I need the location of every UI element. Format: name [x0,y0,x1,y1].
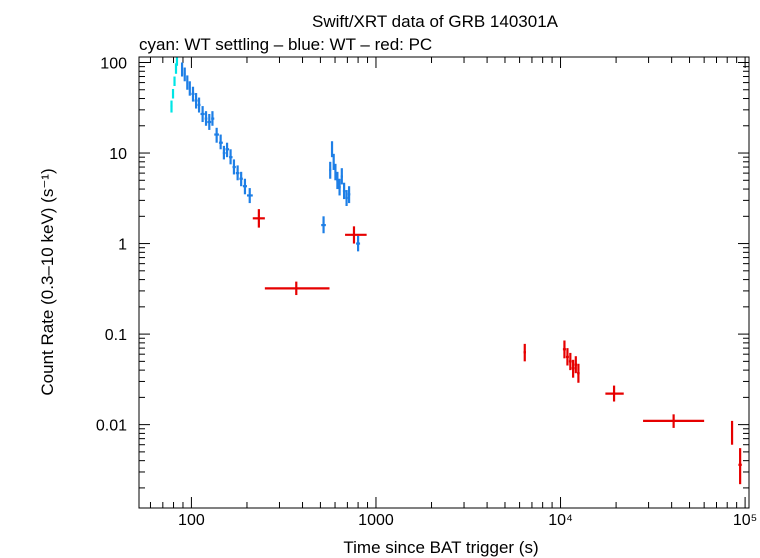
data-point [336,171,339,190]
data-point [574,356,578,374]
data-point [577,363,580,383]
y-tick-label: 0.1 [105,327,127,344]
series-wt [180,62,361,252]
data-point [229,149,233,165]
data-point [183,67,186,82]
data-point [738,448,742,485]
data-point [730,420,734,445]
data-point [214,127,219,143]
data-point [225,142,230,158]
data-point [218,134,223,150]
data-point [345,190,348,206]
data-point [340,168,343,185]
data-point [186,75,189,90]
data-point [191,86,195,102]
y-axis-label: Count Rate (0.3–10 keV) (s⁻¹) [38,168,57,395]
series-wt-settling [170,57,179,113]
plot-frame [138,56,750,509]
data-point [334,163,337,181]
data-point [239,171,243,187]
data-point [568,352,572,371]
x-axis-label: Time since BAT trigger (s) [343,538,538,557]
data-point [246,188,253,204]
data-point [207,113,212,130]
data-point [242,178,247,195]
data-point [332,153,335,170]
data-point [342,182,346,200]
data-point [252,209,265,228]
data-point [330,141,334,158]
x-tick-label: 10⁵ [733,512,757,529]
data-point [329,161,332,179]
data-point [170,100,173,113]
data-point [338,178,341,196]
x-tick-label: 10⁴ [548,512,573,529]
data-point [264,281,330,296]
data-point [605,385,624,402]
data-point [175,57,179,66]
y-tick-label: 100 [100,55,127,72]
series-pc [252,209,742,485]
data-point [565,348,569,366]
axes: 100 1000 10⁴ 10⁵ 100 10 1 0.1 0.01 [96,55,757,529]
data-point [347,186,351,204]
x-tick-label: 1000 [358,512,394,529]
y-tick-label: 1 [118,237,127,254]
y-tick-label: 0.01 [96,418,127,435]
data-point [222,145,226,160]
chart-title: Swift/XRT data of GRB 140301A [312,12,559,31]
data-point [188,81,191,96]
data-point [180,62,184,77]
data-point [232,159,236,175]
data-point [204,111,208,126]
data-point [173,76,176,87]
data-point [200,106,205,123]
data-point [562,340,566,359]
data-point [171,88,175,99]
chart-subtitle: cyan: WT settling – blue: WT – red: PC [139,35,432,54]
data-point [194,93,198,109]
data-point [643,414,705,428]
x-tick-label: 100 [178,512,205,529]
y-tick-label: 10 [109,146,127,163]
data-point [197,97,201,113]
data-point [571,359,575,378]
data-point [211,111,215,126]
data-point [235,165,240,181]
data-point [321,216,326,234]
data-point [523,343,527,362]
data-point [345,226,367,244]
data-series [170,57,742,485]
data-point [356,235,361,252]
